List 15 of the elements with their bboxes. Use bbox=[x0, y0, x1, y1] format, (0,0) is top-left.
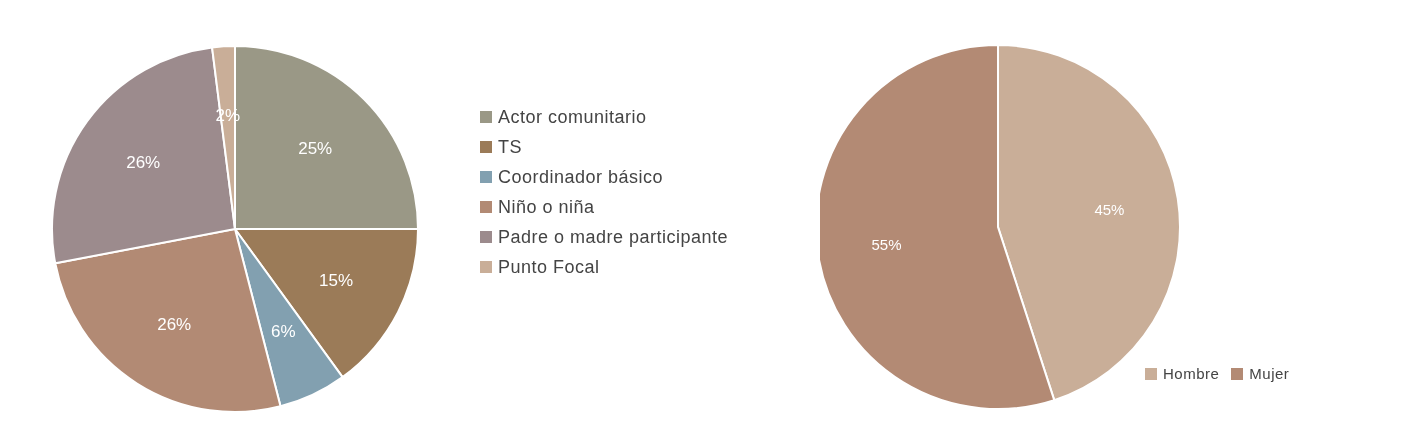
legend-label: Niño o niña bbox=[498, 196, 595, 219]
legend-label: Coordinador básico bbox=[498, 166, 664, 189]
data-label: 55% bbox=[871, 236, 902, 254]
data-label: 15% bbox=[319, 271, 354, 291]
data-label: 6% bbox=[271, 322, 296, 342]
data-label: 45% bbox=[1094, 200, 1125, 218]
legend-label: Punto Focal bbox=[498, 256, 600, 279]
legend-label: Hombre bbox=[1163, 364, 1220, 384]
legend-label: Actor comunitario bbox=[498, 106, 647, 129]
data-label: 26% bbox=[157, 315, 192, 335]
legend-label: TS bbox=[498, 136, 523, 159]
data-label: 25% bbox=[298, 139, 333, 159]
legend-label: Padre o madre participante bbox=[498, 226, 729, 249]
legend-label: Mujer bbox=[1249, 364, 1290, 384]
data-label: 26% bbox=[126, 152, 161, 172]
